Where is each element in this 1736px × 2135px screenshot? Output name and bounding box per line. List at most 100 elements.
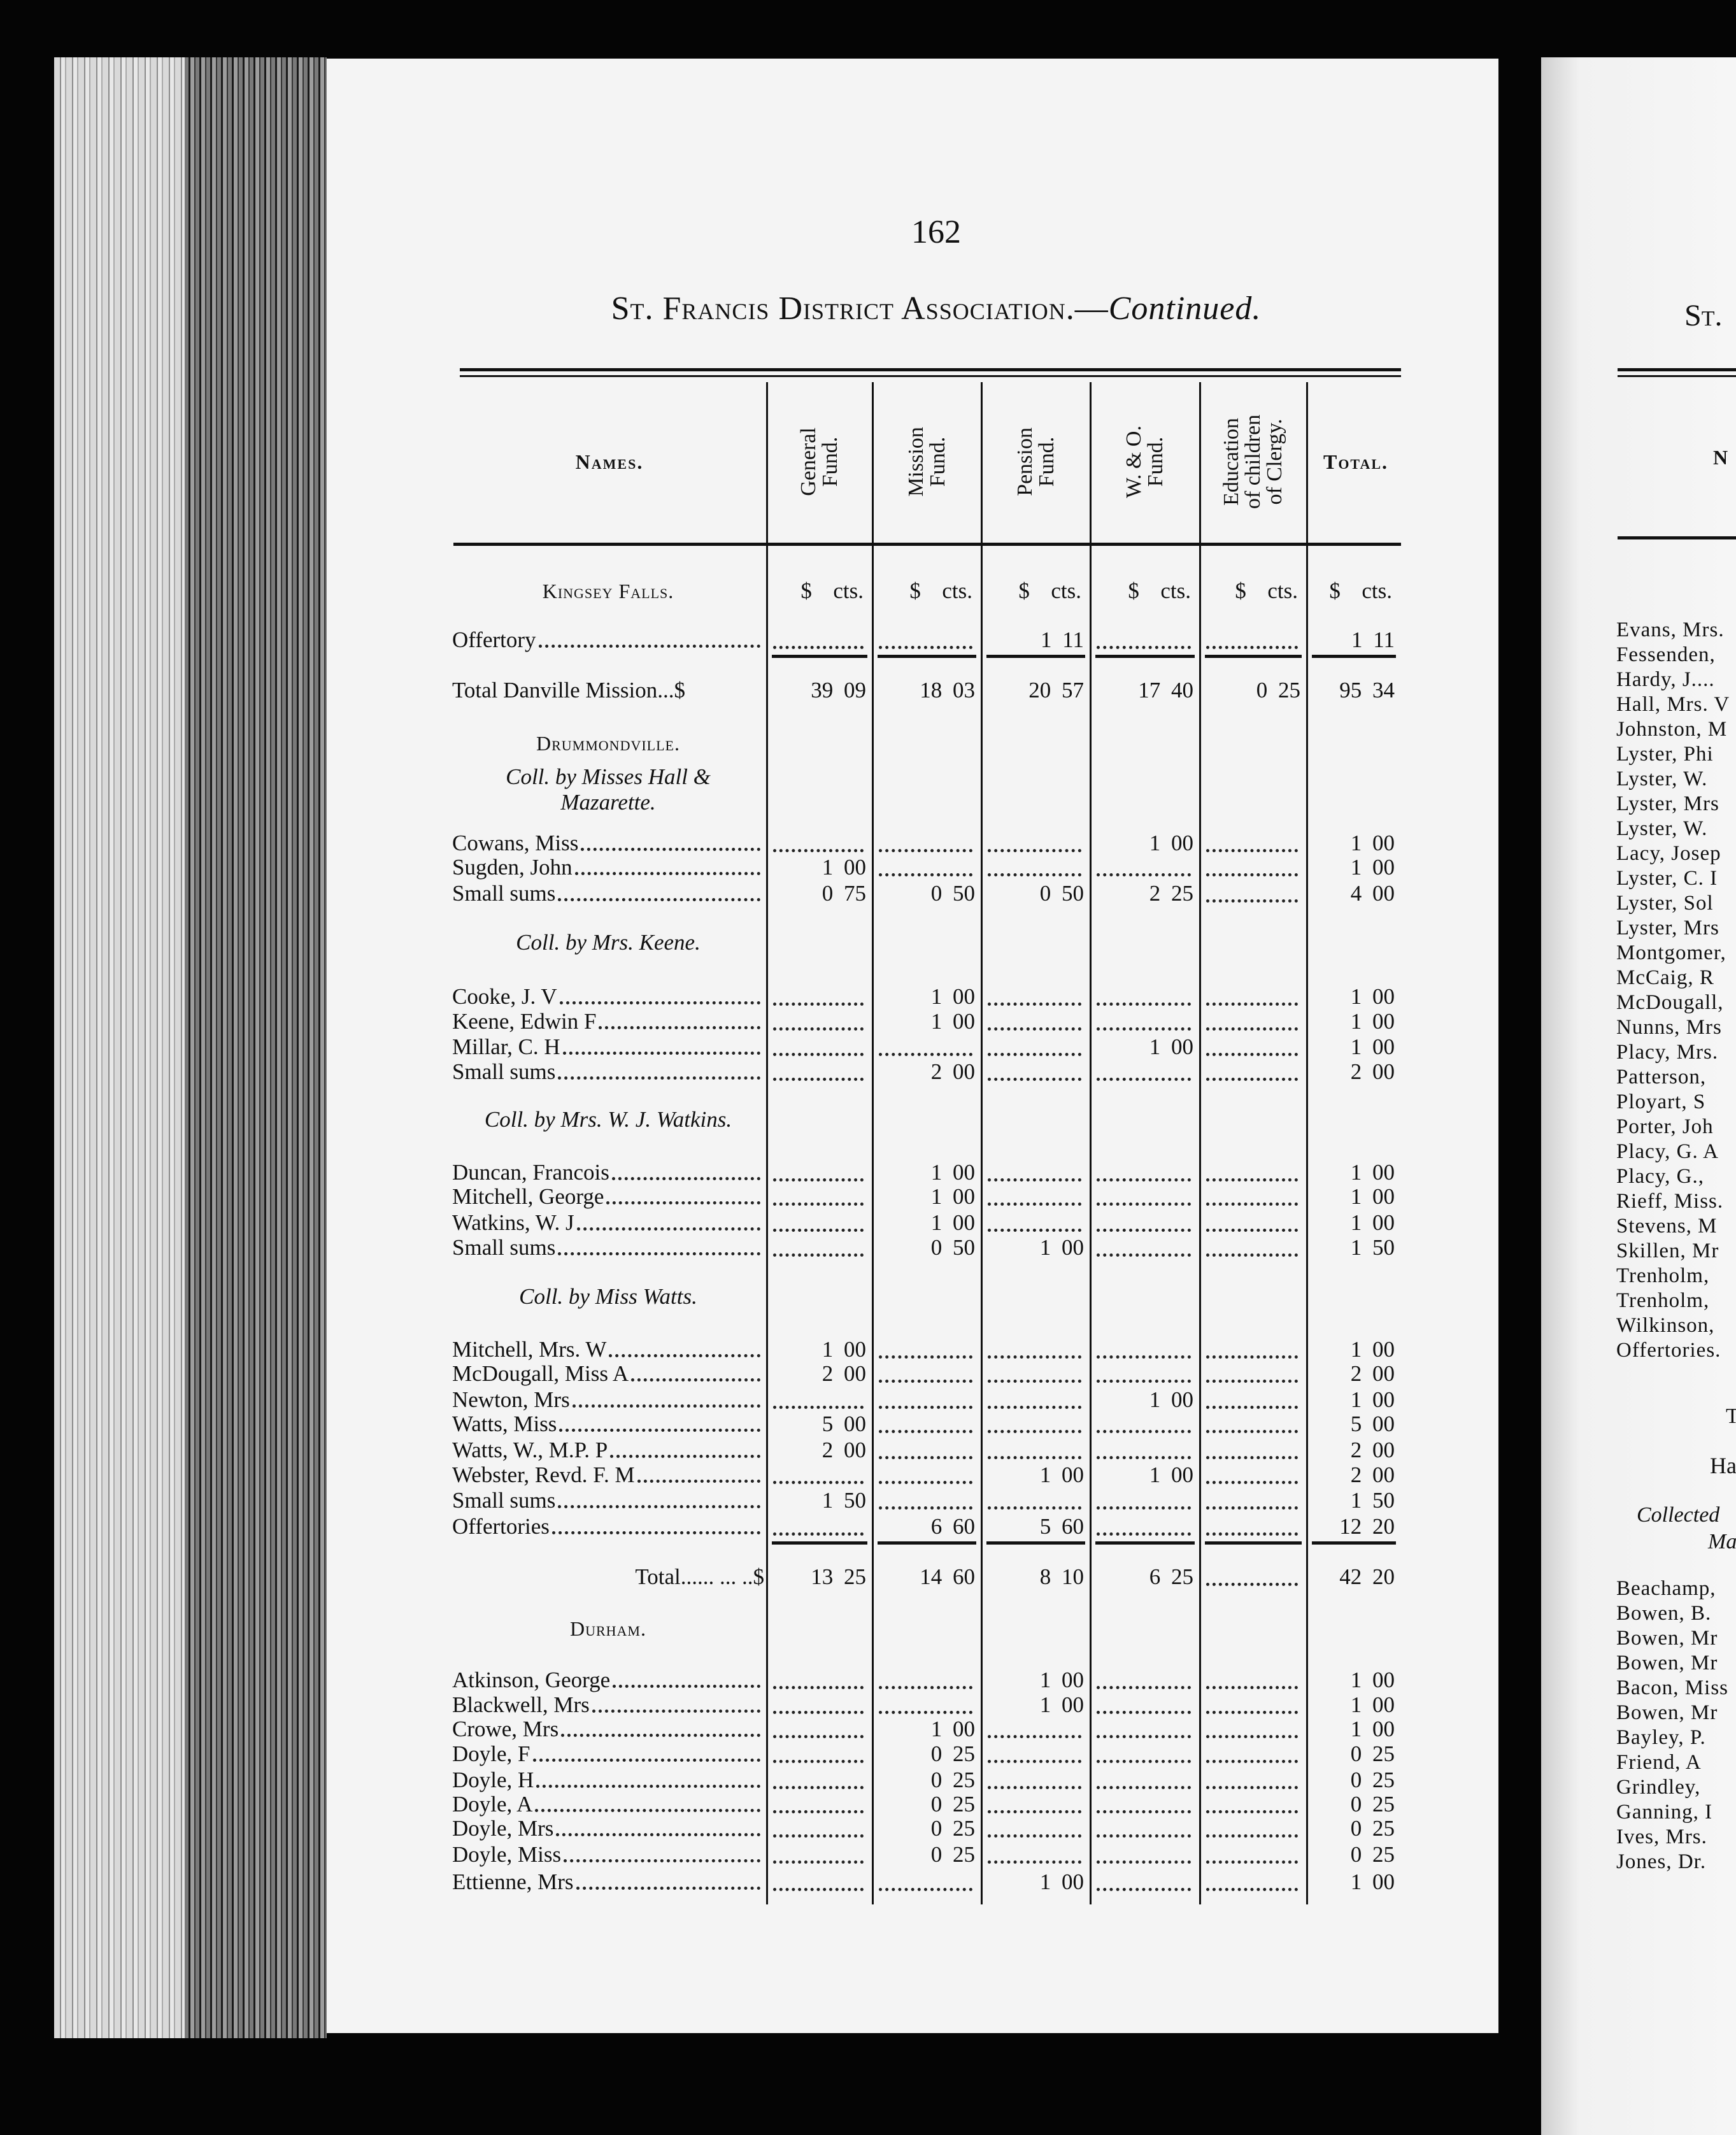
empty-amount-dots bbox=[1097, 1203, 1191, 1206]
amount-cell: 1 00 bbox=[1149, 1387, 1193, 1412]
amount-cell: 1 11 bbox=[1351, 627, 1395, 652]
table-row-entry: Keene, Edwin F 1 00 1 00 bbox=[452, 1008, 1407, 1036]
dot-leader bbox=[574, 853, 760, 876]
table-row-section: Kingsey Falls. $ cts. $ cts. $ cts. $ cts. $ … bbox=[452, 577, 1407, 605]
amount-cell: 1 50 bbox=[1350, 1234, 1395, 1260]
right-page-name: Ployart, S bbox=[1616, 1090, 1706, 1113]
dot-leader bbox=[558, 1487, 760, 1509]
column-header-label: Education of children of Clergy. bbox=[1220, 414, 1286, 510]
right-page-name: Wilkinson, bbox=[1616, 1314, 1715, 1337]
collector-heading: Coll. by Mrs. Keene. bbox=[452, 930, 764, 987]
empty-amount-dots bbox=[1206, 1860, 1298, 1864]
empty-amount-dots bbox=[1097, 1810, 1191, 1813]
right-page-collector-line1: Collected bbox=[1637, 1503, 1720, 1527]
empty-amount-dots bbox=[1097, 1532, 1191, 1536]
column-header-line: Education bbox=[1220, 418, 1243, 506]
right-page-name: Placy, Mrs. bbox=[1616, 1041, 1719, 1064]
amount-cell: 2 00 bbox=[822, 1438, 866, 1463]
amount-cell: 0 25 bbox=[1350, 1767, 1395, 1792]
table-row-entry: Millar, C. H 1 00 1 00 bbox=[452, 1033, 1407, 1061]
right-page-header-fragment: N bbox=[1713, 446, 1730, 469]
empty-amount-dots bbox=[1206, 1406, 1298, 1409]
empty-amount-dots bbox=[988, 1203, 1081, 1206]
right-page-name: Trenholm, bbox=[1616, 1264, 1710, 1287]
currency-unit-label: $ cts. bbox=[1128, 578, 1191, 604]
empty-amount-dots bbox=[988, 873, 1081, 877]
amount-cell: 1 00 bbox=[1350, 855, 1395, 880]
name-text: Newton, Mrs bbox=[452, 1387, 570, 1412]
table-row-entry: Newton, Mrs 1 00 1 00 bbox=[452, 1386, 1407, 1414]
empty-amount-dots bbox=[773, 1480, 864, 1484]
empty-amount-dots bbox=[988, 1406, 1081, 1409]
right-page-name: Montgomer, bbox=[1616, 941, 1726, 964]
table-row-entry: Watts, W., M.P. P 2 00 2 00 bbox=[452, 1436, 1407, 1464]
empty-amount-dots bbox=[879, 1506, 972, 1510]
column-divider bbox=[766, 382, 768, 1904]
dot-leader bbox=[576, 1868, 760, 1890]
amount-cell: 0 50 bbox=[930, 1234, 975, 1260]
empty-amount-dots bbox=[1097, 1456, 1191, 1460]
empty-amount-dots bbox=[1206, 1710, 1298, 1714]
empty-amount-dots bbox=[1206, 1027, 1298, 1031]
amount-cell: 1 00 bbox=[1149, 1462, 1193, 1487]
empty-amount-dots bbox=[988, 1077, 1081, 1081]
amount-cell: 13 25 bbox=[811, 1564, 866, 1589]
amount-cell: 1 00 bbox=[1350, 1717, 1395, 1742]
empty-amount-dots bbox=[1097, 1506, 1191, 1510]
amount-cell: 6 60 bbox=[930, 1513, 975, 1539]
table-row-collector: Coll. by Mrs. Keene. bbox=[452, 930, 1407, 958]
empty-amount-dots bbox=[1206, 1229, 1298, 1232]
right-page-name: Bayley, P. bbox=[1616, 1726, 1706, 1749]
contributor-name: Doyle, A bbox=[452, 1790, 764, 1818]
dot-leader bbox=[558, 880, 760, 901]
column-header-line: Fund. bbox=[1034, 436, 1058, 487]
table-row-entry: Offertory 1 11 1 11 bbox=[452, 626, 1407, 654]
amount-cell: 0 25 bbox=[1350, 1816, 1395, 1841]
table-row-entry: Watts, Miss 5 00 5 00 bbox=[452, 1410, 1407, 1438]
dot-leader bbox=[558, 1234, 760, 1255]
empty-amount-dots bbox=[988, 1785, 1081, 1789]
name-text: Watts, W., M.P. P bbox=[452, 1438, 608, 1463]
empty-amount-dots bbox=[773, 1253, 864, 1257]
name-text: Mitchell, George bbox=[452, 1184, 604, 1210]
column-header-line: Fund. bbox=[818, 436, 842, 487]
right-page-name: Beachamp, bbox=[1616, 1577, 1716, 1600]
sum-rule bbox=[878, 655, 976, 659]
empty-amount-dots bbox=[1206, 1077, 1298, 1081]
amount-cell: 1 00 bbox=[1350, 1034, 1395, 1060]
empty-amount-dots bbox=[879, 645, 972, 649]
amount-cell: 1 00 bbox=[1350, 1159, 1395, 1185]
contributor-name: Keene, Edwin F bbox=[452, 1008, 764, 1036]
empty-amount-dots bbox=[1097, 1355, 1191, 1359]
amount-cell: 1 00 bbox=[1350, 1336, 1395, 1362]
amount-cell: 0 25 bbox=[1350, 1741, 1395, 1766]
empty-amount-dots bbox=[1206, 899, 1298, 903]
amount-cell: 0 25 bbox=[930, 1767, 975, 1792]
contributor-name: Doyle, Mrs bbox=[452, 1815, 764, 1843]
dot-leader bbox=[599, 1008, 760, 1029]
empty-amount-dots bbox=[1097, 1759, 1191, 1763]
table-row-entry: Ettienne, Mrs 1 00 1 00 bbox=[452, 1868, 1407, 1896]
empty-amount-dots bbox=[773, 1860, 864, 1864]
table-row-section: Durham. bbox=[452, 1615, 1407, 1643]
empty-amount-dots bbox=[1097, 1834, 1191, 1838]
dot-leader bbox=[562, 1033, 760, 1055]
contributor-name: Mitchell, George bbox=[452, 1183, 764, 1211]
table-row-entry: Atkinson, George 1 00 1 00 bbox=[452, 1666, 1407, 1694]
name-text: Blackwell, Mrs bbox=[452, 1692, 590, 1717]
amount-cell: 2 00 bbox=[1350, 1462, 1395, 1487]
amount-cell: 1 00 bbox=[1149, 1034, 1193, 1060]
empty-amount-dots bbox=[1206, 1532, 1298, 1536]
empty-amount-dots bbox=[773, 1834, 864, 1838]
table-row-total: Total...... ... ..$ 13 25 14 60 8 10 6 25 42 … bbox=[452, 1541, 1407, 1591]
empty-amount-dots bbox=[879, 1456, 972, 1460]
right-page-name: Evans, Mrs. bbox=[1616, 618, 1725, 641]
right-page-name: Patterson, bbox=[1616, 1066, 1707, 1089]
empty-amount-dots bbox=[879, 1406, 972, 1409]
dot-leader bbox=[536, 1766, 760, 1788]
amount-cell: 12 20 bbox=[1339, 1513, 1395, 1539]
right-page-name: Placy, G., bbox=[1616, 1165, 1705, 1188]
name-text: Watkins, W. J bbox=[452, 1210, 574, 1236]
contributor-name: Blackwell, Mrs bbox=[452, 1691, 764, 1719]
column-header-line: of children bbox=[1241, 414, 1265, 510]
